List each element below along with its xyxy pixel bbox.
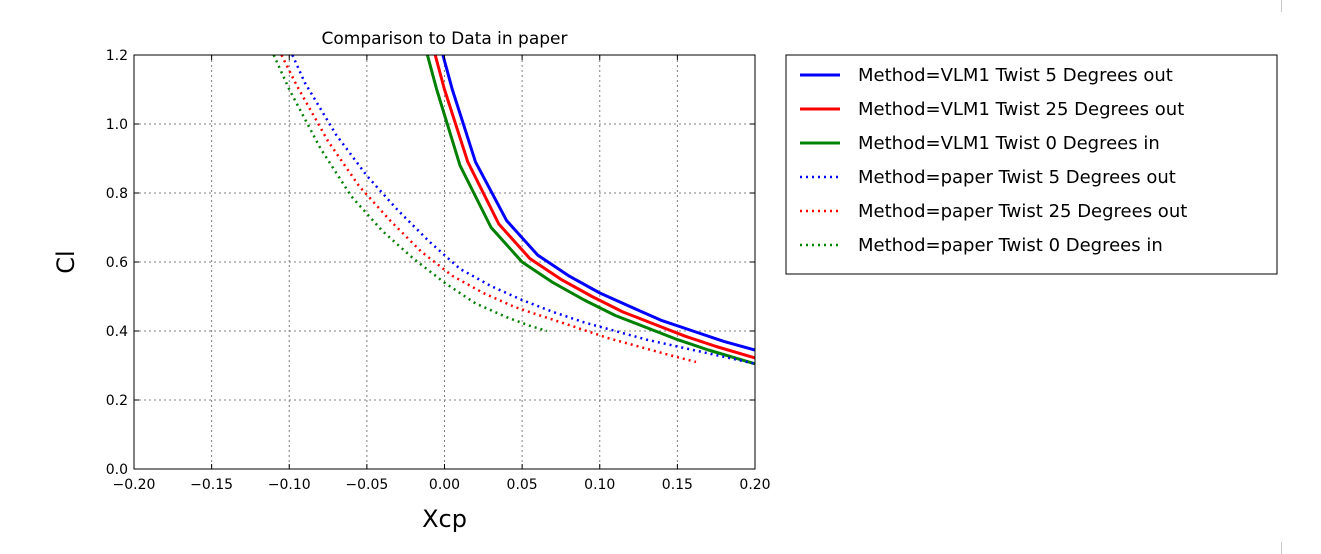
series-line-4 bbox=[291, 55, 755, 366]
x-tick-label: 0.20 bbox=[739, 477, 770, 493]
y-tick-label: 1.2 bbox=[106, 48, 128, 64]
y-tick-label: 1.0 bbox=[106, 117, 128, 133]
x-tick-label: −0.15 bbox=[190, 477, 233, 493]
frame-divider-bottom bbox=[1281, 542, 1282, 554]
series-lines bbox=[272, 55, 755, 366]
series-line-1 bbox=[441, 55, 755, 352]
legend-label-5: Method=paper Twist 25 Degrees out bbox=[858, 201, 1187, 222]
y-tick-label: 0.6 bbox=[106, 255, 128, 271]
x-tick-label: 0.15 bbox=[662, 477, 693, 493]
x-tick-label: −0.10 bbox=[268, 477, 311, 493]
y-tick-label: 0.2 bbox=[106, 393, 128, 409]
x-tick-label: 0.10 bbox=[584, 477, 615, 493]
x-tick-label: 0.05 bbox=[507, 477, 538, 493]
y-tick-label: 0.0 bbox=[106, 462, 128, 478]
chart-title: Comparison to Data in paper bbox=[321, 29, 567, 49]
x-tick-label: −0.20 bbox=[113, 477, 156, 493]
y-tick-label: 0.8 bbox=[106, 186, 128, 202]
y-axis-label: Cl bbox=[52, 250, 80, 273]
legend-label-4: Method=paper Twist 5 Degrees out bbox=[858, 167, 1176, 188]
legend-box bbox=[785, 54, 1278, 275]
grid bbox=[134, 55, 755, 469]
legend-label-3: Method=VLM1 Twist 0 Degrees in bbox=[858, 133, 1160, 154]
legend: Method=VLM1 Twist 5 Degrees out Method=VL… bbox=[785, 54, 1278, 275]
axis-ticks: −0.20 −0.15 −0.10 −0.05 0.00 0.05 0.10 0.15 0.20… bbox=[106, 48, 771, 493]
x-axis-label: Xcp bbox=[422, 505, 467, 533]
series-line-3 bbox=[425, 55, 755, 366]
x-tick-label: −0.05 bbox=[345, 477, 388, 493]
y-tick-label: 0.4 bbox=[106, 324, 128, 340]
legend-label-1: Method=VLM1 Twist 5 Degrees out bbox=[858, 65, 1173, 86]
frame-divider-top bbox=[1281, 0, 1282, 12]
x-tick-label: 0.00 bbox=[429, 477, 460, 493]
legend-label-6: Method=paper Twist 0 Degrees in bbox=[858, 235, 1163, 256]
legend-label-2: Method=VLM1 Twist 25 Degrees out bbox=[858, 99, 1184, 120]
series-line-2 bbox=[433, 55, 755, 360]
